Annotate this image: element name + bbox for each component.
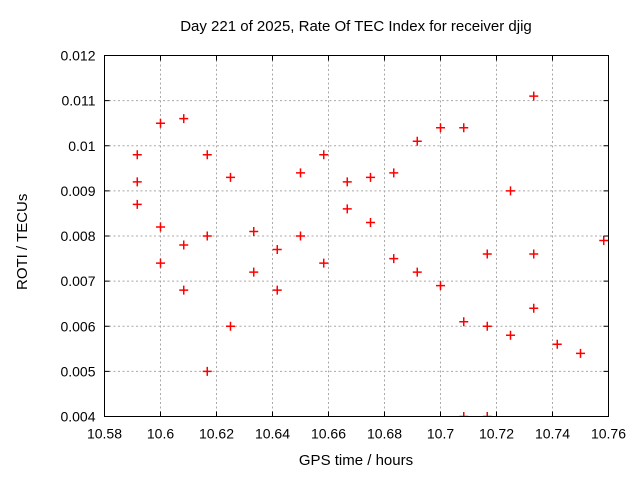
data-point bbox=[389, 168, 399, 178]
data-point bbox=[202, 231, 212, 241]
data-points bbox=[132, 91, 609, 417]
data-point bbox=[529, 303, 539, 313]
y-tick-label: 0.009 bbox=[60, 183, 95, 199]
y-tick-label: 0.006 bbox=[60, 318, 95, 334]
data-point bbox=[179, 285, 189, 295]
y-tick-label: 0.012 bbox=[60, 48, 95, 64]
y-tick-label: 0.005 bbox=[60, 363, 95, 379]
x-tick-label: 10.76 bbox=[591, 426, 626, 442]
data-point bbox=[436, 281, 445, 291]
chart-title: Day 221 of 2025, Rate Of TEC Index for r… bbox=[180, 18, 532, 35]
data-point bbox=[132, 177, 142, 187]
data-point bbox=[482, 412, 492, 417]
y-tick-label: 0.007 bbox=[60, 273, 95, 289]
y-tick-label: 0.004 bbox=[60, 409, 95, 425]
y-tick-label: 0.008 bbox=[60, 228, 95, 244]
y-tick-label: 0.011 bbox=[62, 93, 96, 109]
data-point bbox=[482, 249, 492, 259]
x-tick-label: 10.68 bbox=[367, 426, 402, 442]
data-point bbox=[389, 254, 399, 264]
x-tick-label: 10.6 bbox=[147, 426, 174, 442]
data-point bbox=[529, 249, 539, 259]
data-point bbox=[296, 231, 305, 241]
data-point bbox=[482, 321, 492, 331]
data-point bbox=[319, 258, 329, 268]
data-point bbox=[202, 150, 212, 160]
x-tick-label: 10.74 bbox=[535, 426, 570, 442]
data-point bbox=[156, 118, 165, 128]
data-point bbox=[319, 150, 329, 160]
data-point bbox=[272, 245, 282, 255]
data-point bbox=[202, 366, 212, 376]
data-point bbox=[179, 114, 189, 124]
data-point bbox=[412, 267, 422, 277]
data-point bbox=[366, 172, 375, 182]
data-point bbox=[226, 172, 235, 182]
data-point bbox=[459, 317, 469, 327]
x-tick-label: 10.7 bbox=[427, 426, 454, 442]
data-point bbox=[226, 321, 235, 331]
data-point bbox=[179, 240, 189, 250]
x-tick-label: 10.72 bbox=[479, 426, 514, 442]
x-tick-label: 10.64 bbox=[255, 426, 290, 442]
data-point bbox=[342, 204, 352, 214]
data-point bbox=[249, 267, 259, 277]
data-point bbox=[342, 177, 352, 187]
data-point bbox=[576, 348, 585, 358]
x-tick-label: 10.62 bbox=[199, 426, 234, 442]
data-point bbox=[506, 330, 515, 340]
data-point bbox=[506, 186, 515, 196]
data-point bbox=[366, 217, 375, 227]
data-point bbox=[132, 199, 142, 209]
data-point bbox=[529, 91, 539, 101]
y-tick-label: 0.01 bbox=[68, 138, 95, 154]
data-point bbox=[132, 150, 142, 160]
data-point bbox=[552, 339, 562, 349]
data-point bbox=[412, 136, 422, 146]
data-point bbox=[599, 236, 609, 246]
data-point bbox=[156, 258, 165, 268]
data-point bbox=[156, 222, 165, 232]
x-tick-label: 10.66 bbox=[311, 426, 346, 442]
data-point bbox=[459, 123, 469, 133]
grid bbox=[104, 55, 609, 417]
data-point bbox=[459, 412, 469, 417]
x-tick-label: 10.58 bbox=[87, 426, 122, 442]
data-point bbox=[272, 285, 282, 295]
axes-frame bbox=[104, 55, 609, 417]
data-point bbox=[436, 123, 445, 133]
x-axis-title: GPS time / hours bbox=[298, 452, 414, 469]
data-point bbox=[296, 168, 305, 178]
data-point bbox=[249, 226, 259, 236]
